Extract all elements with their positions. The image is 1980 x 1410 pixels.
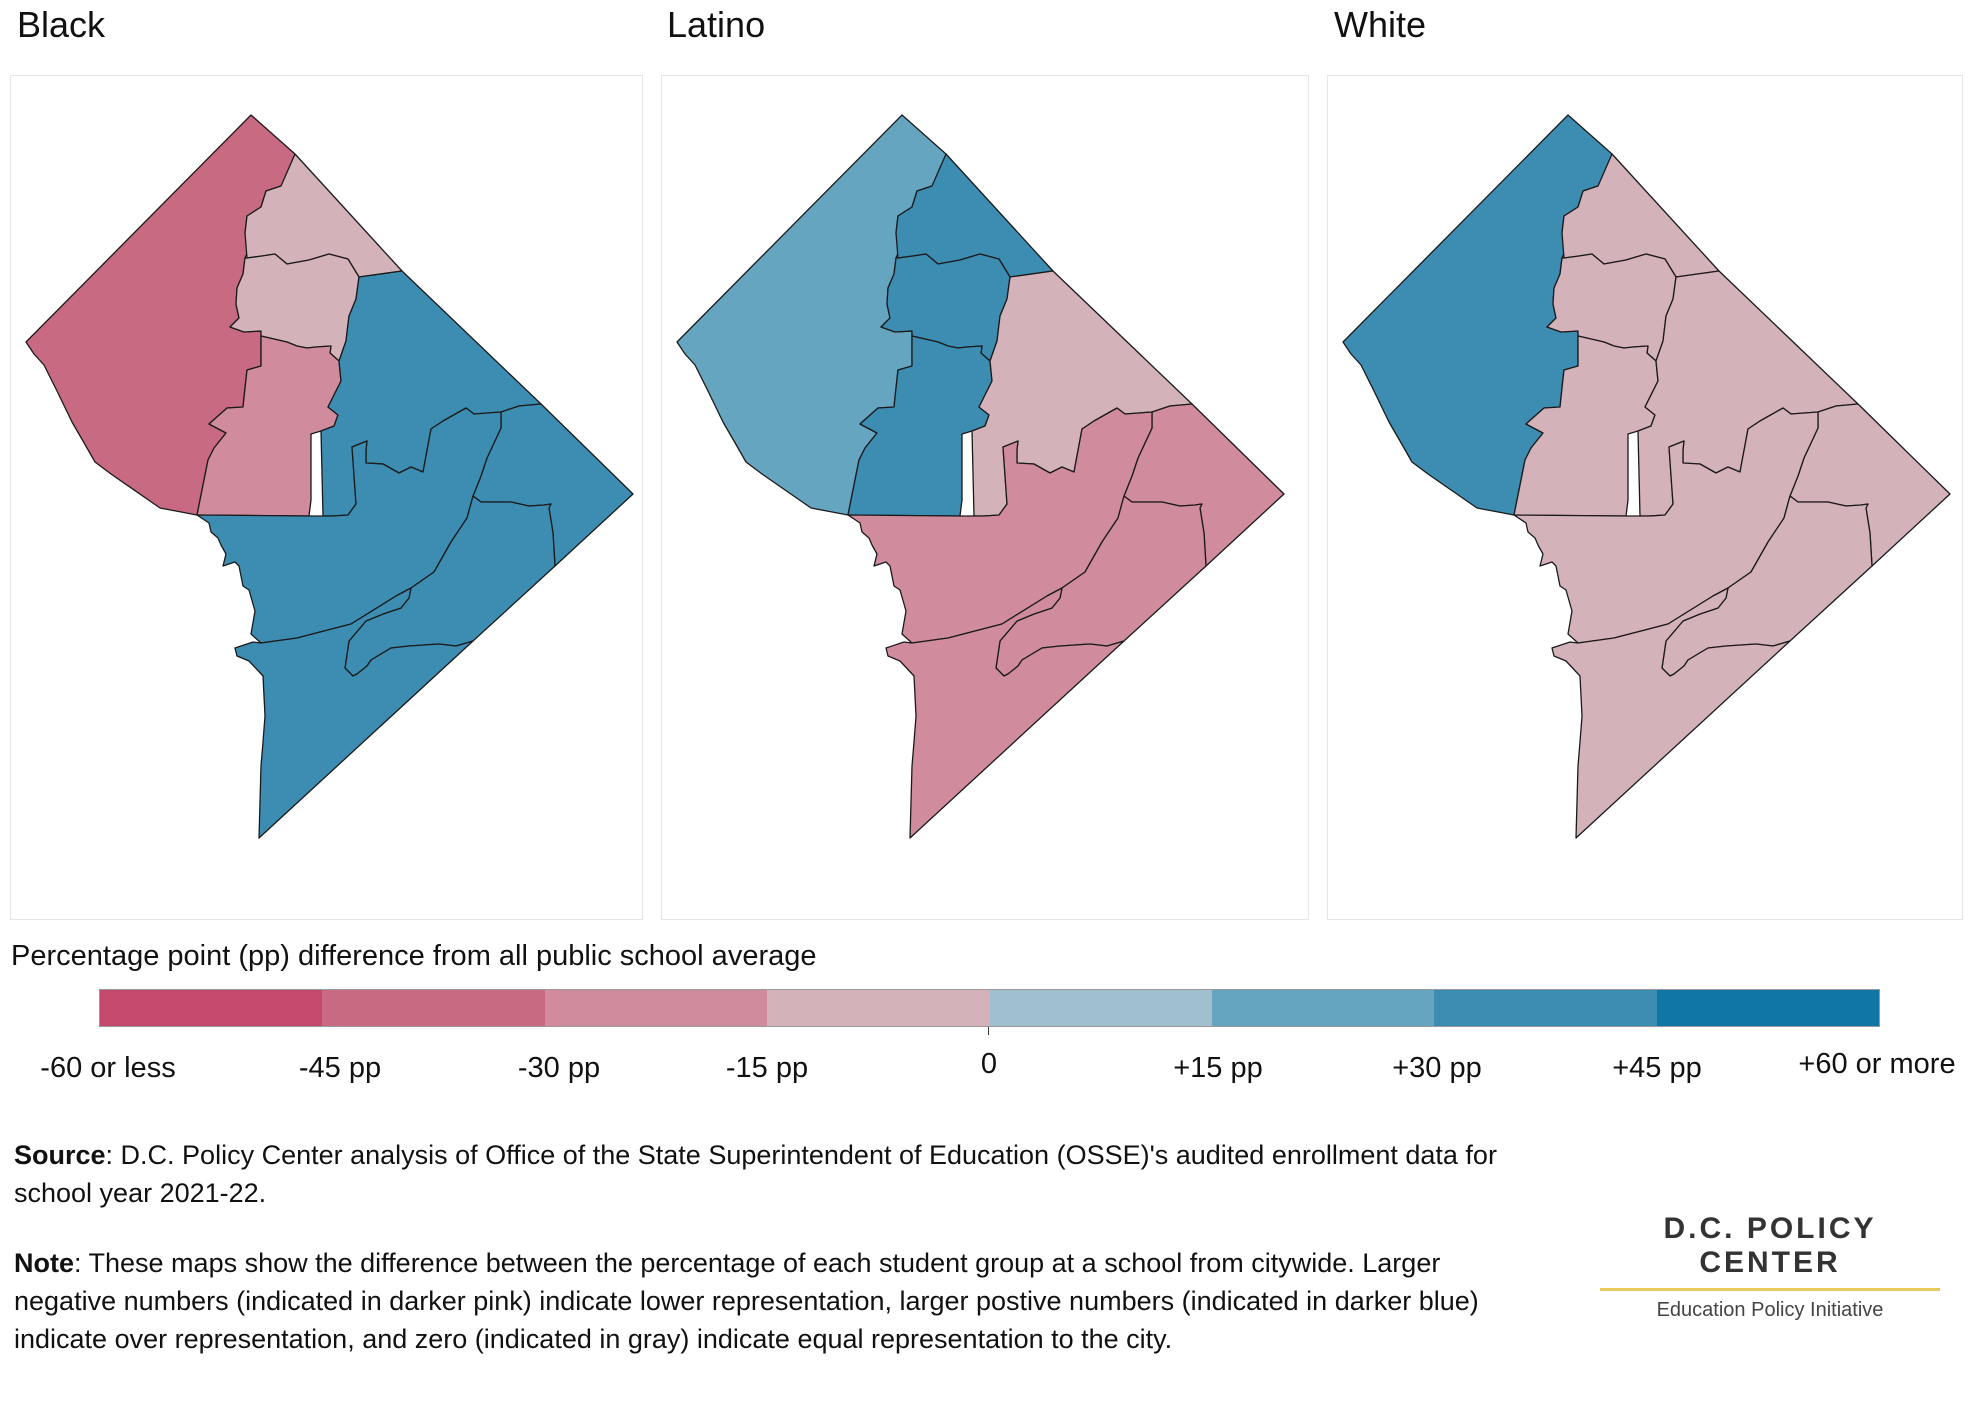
- legend-label-4: 0: [980, 1048, 998, 1080]
- map-panel-black: [10, 75, 643, 920]
- map-title-latino: Latino: [667, 4, 766, 45]
- source-note: Source: D.C. Policy Center analysis of O…: [14, 1136, 1514, 1212]
- legend-swatch-7: [1434, 990, 1657, 1026]
- region-south-central: [196, 407, 502, 644]
- legend-swatch-8: [1656, 990, 1879, 1026]
- map-white: [1342, 114, 1951, 839]
- map-title-black: Black: [17, 4, 106, 45]
- region-central: [1513, 335, 1659, 517]
- region-far-south: [234, 587, 474, 839]
- legend-swatch-1: [100, 990, 323, 1026]
- legend-label-0: -60 or less: [40, 1052, 176, 1084]
- logo-subtitle: Education Policy Initiative: [1656, 1299, 1884, 1321]
- map-latino: [676, 114, 1285, 839]
- region-central: [847, 335, 993, 517]
- legend-label-7: +45 pp: [1612, 1052, 1702, 1084]
- legend-title: Percentage point (pp) difference from al…: [11, 940, 817, 972]
- legend-label-2: -30 pp: [517, 1052, 601, 1084]
- note-text: : These maps show the difference between…: [14, 1248, 1479, 1354]
- legend-swatch-2: [322, 990, 545, 1026]
- logo-underline: [1600, 1288, 1940, 1291]
- legend-label-5: +15 pp: [1173, 1052, 1263, 1084]
- dc-policy-center-logo: D.C. POLICY CENTER Education Policy Init…: [1600, 1212, 1940, 1322]
- legend-swatch-6: [1211, 990, 1435, 1026]
- legend-label-6: +30 pp: [1392, 1052, 1482, 1084]
- map-panel-latino: [661, 75, 1309, 920]
- legend-label-3: -15 pp: [725, 1052, 809, 1084]
- source-label: Source: [14, 1140, 106, 1170]
- logo-name: D.C. POLICY CENTER: [1663, 1212, 1877, 1279]
- region-south-central: [847, 407, 1153, 644]
- legend-label-8: +60 or more: [1798, 1048, 1956, 1080]
- legend-swatch-4: [767, 990, 990, 1026]
- region-central: [196, 335, 342, 517]
- map-black: [25, 114, 634, 839]
- region-south-central: [1513, 407, 1819, 644]
- legend-zero-tick: [988, 1027, 989, 1035]
- note-text-block: Note: These maps show the difference bet…: [14, 1244, 1514, 1358]
- region-far-south: [1551, 587, 1791, 839]
- map-title-white: White: [1334, 4, 1427, 45]
- legend-color-bar: [99, 989, 1880, 1027]
- source-text: : D.C. Policy Center analysis of Office …: [14, 1140, 1497, 1208]
- note-label: Note: [14, 1248, 74, 1278]
- map-panel-white: [1327, 75, 1963, 920]
- legend-swatch-3: [544, 990, 768, 1026]
- legend-swatch-5: [989, 990, 1212, 1026]
- legend-label-1: -45 pp: [298, 1052, 382, 1084]
- region-far-south: [885, 587, 1125, 839]
